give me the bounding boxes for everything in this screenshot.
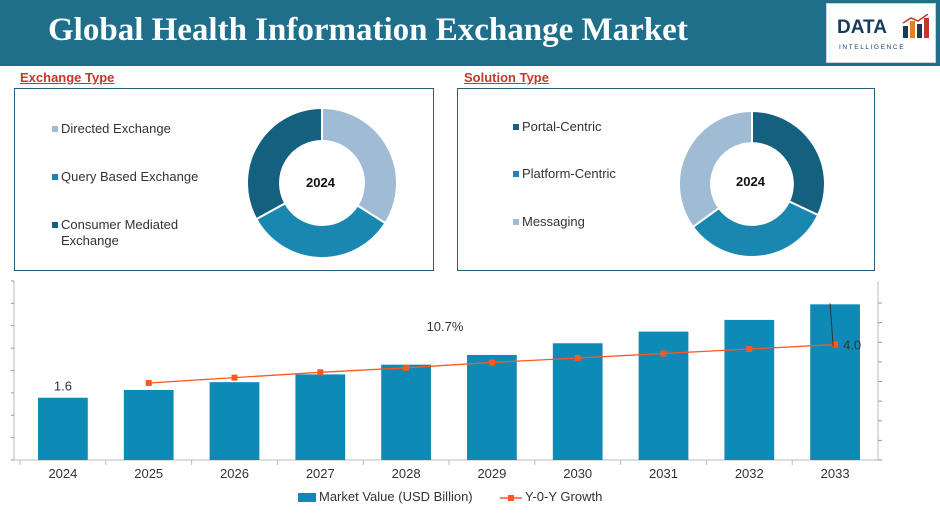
bar-2030 [552, 343, 603, 460]
x-tick-label: 2024 [48, 466, 77, 480]
page-title: Global Health Information Exchange Marke… [48, 12, 688, 48]
exchange-donut-slice-1 [254, 201, 387, 259]
exchange-donut-center-label: 2024 [306, 175, 335, 190]
bar-2029 [467, 354, 517, 460]
bar-2028 [381, 364, 431, 460]
growth-label: 10.7% [427, 319, 464, 334]
legend-item-portal-centric: Portal-Centric [513, 119, 692, 135]
x-tick-label: 2033 [821, 466, 850, 480]
solution-type-donut [678, 109, 826, 258]
legend-swatch [52, 126, 58, 132]
data-label-first: 1.6 [54, 379, 72, 394]
legend-item-query-based-exchange: Query Based Exchange [52, 169, 231, 185]
exchange-type-donut [246, 106, 398, 259]
legend-market-value: Market Value (USD Billion) [298, 489, 473, 504]
bar-2027 [295, 374, 346, 460]
solution-type-title: Solution Type [464, 70, 549, 85]
growth-point [403, 364, 410, 371]
bar-2024 [38, 397, 88, 460]
solution-donut-slice-0 [751, 109, 826, 217]
company-logo: DATA INTELLIGENCE [826, 3, 936, 63]
exchange-donut-slice-0 [321, 106, 398, 225]
data-label-last: 4.0 [843, 338, 861, 353]
legend-swatch [513, 171, 519, 177]
exchange-type-title: Exchange Type [20, 70, 115, 85]
growth-point [145, 380, 152, 387]
x-tick-label: 2026 [220, 466, 249, 480]
bar-2026 [209, 382, 260, 460]
market-value-chart: 2024 2025 2026 2027 2028 2029 2030 2031 2032 2033… [11, 280, 882, 480]
logo-tagline: INTELLIGENCE [839, 44, 906, 51]
growth-point [574, 354, 581, 361]
legend-swatch [52, 222, 58, 228]
header-banner: Global Health Information Exchange Marke… [0, 0, 940, 66]
legend-line-swatch [500, 494, 522, 501]
solution-donut-slice-1 [691, 200, 820, 258]
legend-swatch [298, 493, 316, 503]
exchange-type-panel: Directed Exchange Query Based Exchange C… [14, 88, 434, 271]
x-tick-label: 2028 [392, 466, 421, 480]
legend-swatch [52, 174, 58, 180]
growth-point [231, 374, 238, 381]
x-tick-label: 2029 [477, 466, 506, 480]
x-tick-label: 2030 [563, 466, 592, 480]
legend-swatch [513, 219, 519, 225]
growth-point [488, 359, 495, 366]
bar-2032 [724, 319, 775, 460]
last-label-leader [829, 303, 834, 347]
legend-item-consumer-mediated-exchange: Consumer Mediated Exchange [52, 217, 201, 249]
legend-item-messaging: Messaging [513, 214, 692, 230]
legend-swatch [513, 124, 519, 130]
x-tick-label: 2025 [134, 466, 163, 480]
legend-item-platform-centric: Platform-Centric [513, 166, 692, 182]
solution-donut-center-label: 2024 [736, 174, 765, 189]
solution-donut-slice-2 [678, 109, 753, 229]
x-tick-label: 2032 [735, 466, 764, 480]
growth-point [832, 341, 839, 348]
logo-wordmark: DATA [837, 17, 887, 38]
x-tick-label: 2031 [649, 466, 678, 480]
logo-bars-icon [902, 14, 929, 38]
growth-point [746, 346, 753, 353]
growth-point [660, 350, 667, 357]
x-tick-label: 2027 [306, 466, 335, 480]
legend-item-directed-exchange: Directed Exchange [52, 121, 231, 137]
growth-point [317, 369, 324, 376]
legend-yoy-growth: Y-0-Y Growth [500, 489, 602, 504]
solution-type-panel: Portal-Centric Platform-Centric Messagin… [457, 88, 875, 271]
exchange-donut-slice-2 [246, 106, 323, 221]
bar-2025 [123, 389, 174, 460]
bar-2033 [810, 304, 860, 460]
